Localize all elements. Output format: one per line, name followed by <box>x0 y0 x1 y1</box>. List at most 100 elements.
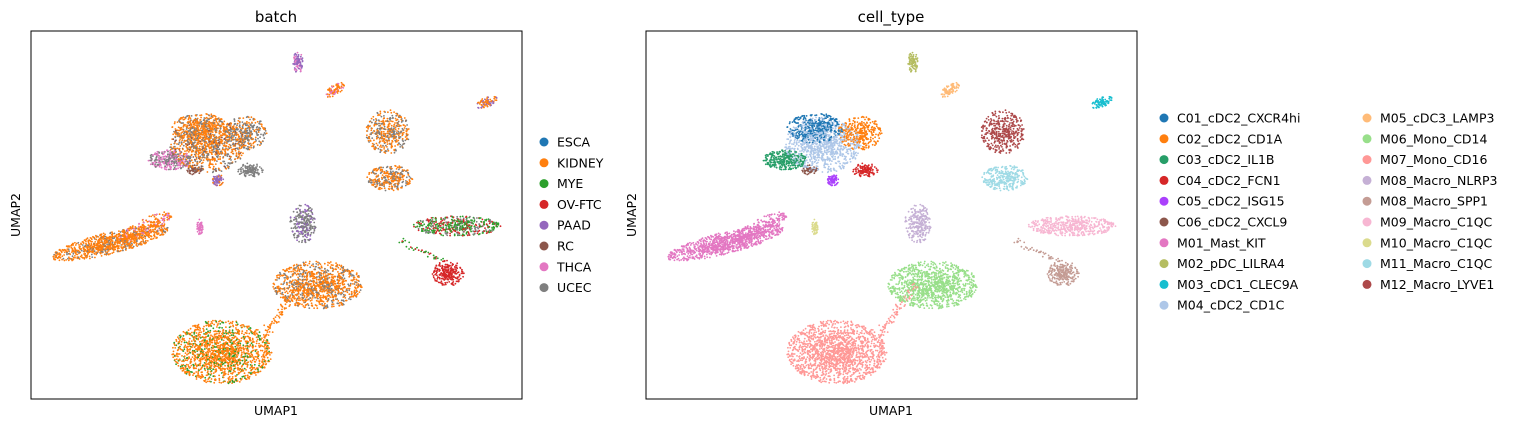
scatter-point <box>394 165 397 168</box>
scatter-point <box>485 229 487 231</box>
scatter-point <box>307 285 310 288</box>
scatter-point <box>382 181 385 184</box>
scatter-point <box>343 283 346 286</box>
scatter-point <box>199 134 201 136</box>
scatter-point <box>241 127 243 130</box>
scatter-point <box>260 344 262 347</box>
scatter-point <box>426 255 429 258</box>
scatter-point <box>226 155 229 158</box>
scatter-point <box>329 95 331 98</box>
scatter-point <box>261 345 264 347</box>
scatter-point <box>188 124 191 126</box>
scatter-point <box>241 121 244 123</box>
scatter-point <box>284 291 287 294</box>
scatter-point <box>221 327 224 329</box>
scatter-point <box>164 168 167 171</box>
scatter-point <box>285 290 288 293</box>
scatter-point <box>390 152 393 154</box>
scatter-point <box>269 324 272 327</box>
scatter-point <box>256 163 258 166</box>
scatter-point <box>199 368 202 371</box>
scatter-point <box>348 293 351 296</box>
scatter-point <box>233 367 236 370</box>
scatter-point <box>291 300 294 302</box>
scatter-point <box>283 277 286 279</box>
scatter-point <box>459 215 462 218</box>
scatter-point <box>308 262 311 265</box>
scatter-point <box>260 125 263 128</box>
scatter-point <box>282 283 284 286</box>
scatter-point <box>302 235 304 238</box>
scatter-point <box>250 116 253 119</box>
scatter-point <box>306 204 308 207</box>
scatter-point <box>172 164 175 167</box>
scatter-point <box>371 127 373 130</box>
scatter-point <box>296 239 298 242</box>
scatter-point <box>244 360 247 363</box>
scatter-point <box>480 99 482 102</box>
scatter-point <box>340 81 343 84</box>
scatter-point <box>259 144 261 147</box>
scatter-point <box>194 358 197 361</box>
scatter-point <box>187 127 190 130</box>
scatter-point <box>367 127 369 130</box>
scatter-point <box>382 144 384 147</box>
scatter-point <box>407 174 410 176</box>
scatter-point <box>316 307 319 310</box>
scatter-point <box>179 129 182 131</box>
scatter-point <box>255 359 258 361</box>
scatter-point <box>145 219 148 222</box>
scatter-point <box>241 368 244 371</box>
scatter-point <box>275 321 278 324</box>
scatter-point <box>368 173 370 176</box>
scatter-point <box>191 371 193 374</box>
scatter-point <box>299 299 301 301</box>
scatter-point <box>173 122 176 125</box>
scatter-point <box>329 296 332 298</box>
scatter-point <box>252 138 255 140</box>
scatter-point <box>258 331 261 334</box>
scatter-point <box>205 351 207 354</box>
scatter-point <box>288 284 291 287</box>
scatter-point <box>348 298 350 300</box>
scatter-point <box>218 326 221 329</box>
scatter-point <box>448 274 451 277</box>
scatter-point <box>237 168 240 171</box>
scatter-point <box>367 181 370 184</box>
scatter-point <box>106 243 108 246</box>
scatter-point <box>235 338 238 341</box>
scatter-point <box>402 147 404 149</box>
scatter-point <box>267 334 270 336</box>
scatter-point <box>113 237 116 239</box>
scatter-point <box>417 220 420 223</box>
scatter-point <box>120 249 122 252</box>
scatter-point <box>354 287 357 289</box>
scatter-point <box>199 329 201 331</box>
scatter-point <box>300 67 303 69</box>
scatter-point <box>408 248 410 250</box>
scatter-point <box>417 229 420 232</box>
scatter-point <box>497 223 500 226</box>
scatter-point <box>211 352 214 354</box>
scatter-point <box>240 166 243 169</box>
scatter-point <box>257 137 259 140</box>
scatter-point <box>381 170 384 173</box>
scatter-point <box>212 165 215 168</box>
scatter-point <box>307 280 310 283</box>
scatter-point <box>179 138 182 141</box>
scatter-point <box>137 228 140 231</box>
scatter-point <box>383 146 386 149</box>
scatter-point <box>227 336 230 339</box>
scatter-point <box>374 120 377 123</box>
scatter-point <box>62 257 65 260</box>
scatter-point <box>241 364 244 367</box>
scatter-point <box>438 264 440 267</box>
scatter-point <box>188 373 191 376</box>
scatter-point <box>372 179 374 182</box>
scatter-point <box>67 259 70 262</box>
scatter-point <box>195 158 198 160</box>
scatter-point <box>201 373 203 376</box>
scatter-point <box>181 135 184 138</box>
scatter-point <box>231 381 234 383</box>
scatter-point <box>260 167 263 170</box>
